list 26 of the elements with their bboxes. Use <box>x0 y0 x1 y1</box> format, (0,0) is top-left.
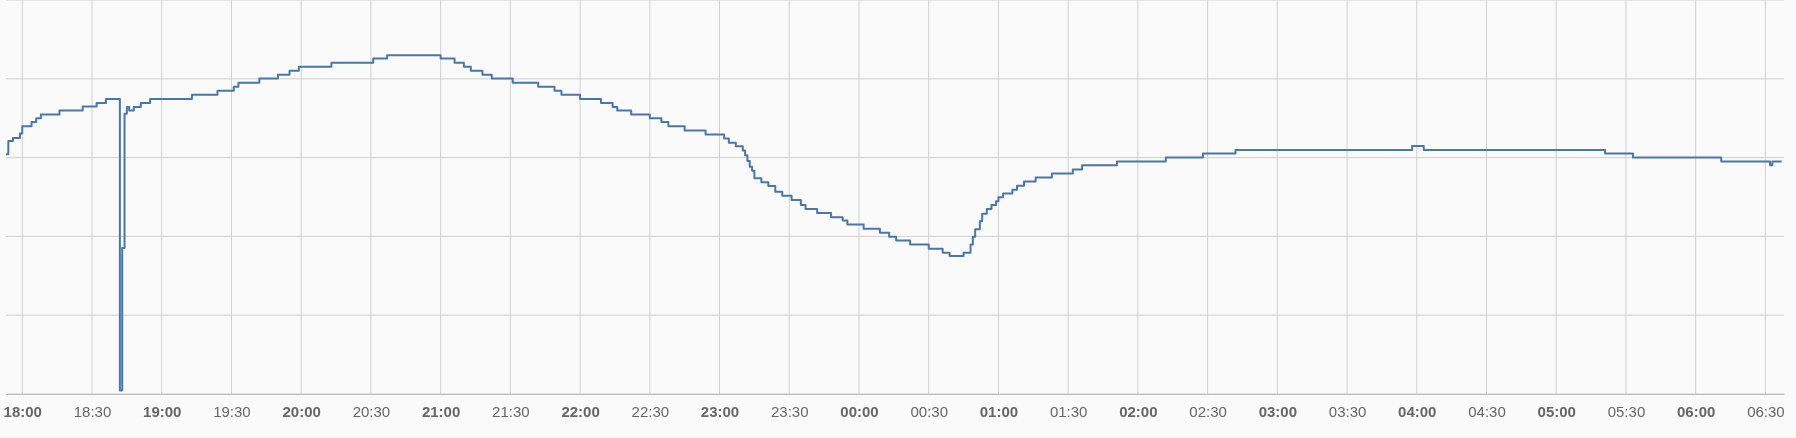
x-tick-label: 04:00 <box>1398 402 1437 420</box>
x-tick-label: 19:30 <box>213 402 251 420</box>
x-tick-label: 22:00 <box>561 402 600 420</box>
x-tick-label: 18:00 <box>3 402 42 420</box>
x-tick-label: 05:00 <box>1537 402 1576 420</box>
x-tick-label: 19:00 <box>143 402 182 420</box>
x-tick-label: 03:30 <box>1328 402 1367 420</box>
x-tick-label: 00:30 <box>910 402 948 420</box>
x-tick-label: 06:30 <box>1747 402 1785 420</box>
x-tick-label: 06:00 <box>1676 402 1716 420</box>
x-tick-label: 23:30 <box>770 402 809 420</box>
x-tick-label: 20:00 <box>282 402 321 420</box>
x-tick-label: 03:00 <box>1258 402 1298 420</box>
x-tick-label: 23:00 <box>700 402 740 420</box>
x-tick-label: 02:30 <box>1189 402 1227 420</box>
x-tick-label: 00:00 <box>840 402 879 420</box>
x-tick-label: 22:30 <box>631 402 670 420</box>
x-tick-label: 20:30 <box>352 402 391 420</box>
x-tick-label: 02:00 <box>1119 402 1158 420</box>
x-tick-label: 04:30 <box>1468 402 1506 420</box>
x-tick-label: 01:30 <box>1049 402 1088 420</box>
x-tick-label: 05:30 <box>1607 402 1646 420</box>
x-tick-label: 01:00 <box>979 402 1019 420</box>
x-tick-label: 21:00 <box>421 402 461 420</box>
x-tick-label: 21:30 <box>492 402 530 420</box>
x-tick-label: 18:30 <box>73 402 112 420</box>
